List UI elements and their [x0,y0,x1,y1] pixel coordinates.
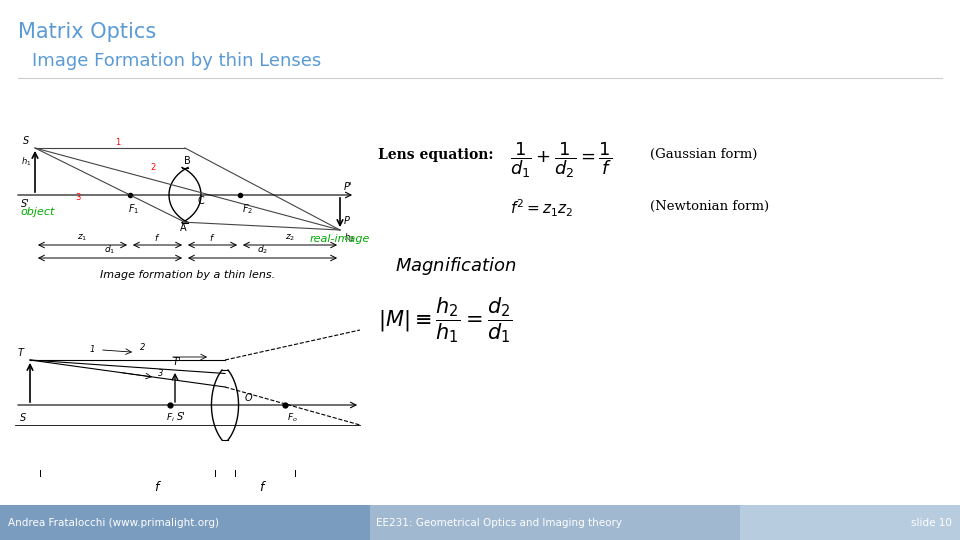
Text: Image formation by a thin lens.: Image formation by a thin lens. [100,270,276,280]
Bar [740,505,960,540]
Text: A: A [180,223,186,233]
Bar [370,505,740,540]
Text: $z_1$: $z_1$ [78,233,87,243]
Text: P: P [344,216,349,226]
Text: S: S [20,413,26,423]
Text: 2: 2 [150,163,156,172]
Text: $\dfrac{1}{d_1}+\dfrac{1}{d_2}=\dfrac{1}{f}$: $\dfrac{1}{d_1}+\dfrac{1}{d_2}=\dfrac{1}… [510,140,612,180]
Text: $f^2=z_1 z_2$: $f^2=z_1 z_2$ [510,198,573,219]
Text: $\it{Magnification}$: $\it{Magnification}$ [395,255,516,277]
Text: $f$: $f$ [154,480,161,494]
Text: 1: 1 [90,345,95,354]
Text: $f$: $f$ [209,232,216,243]
Text: Image Formation by thin Lenses: Image Formation by thin Lenses [32,52,322,70]
Text: Andrea Fratalocchi (www.primalight.org): Andrea Fratalocchi (www.primalight.org) [8,517,219,528]
Text: 2: 2 [140,343,145,352]
Text: S: S [23,136,29,146]
Text: $h_1$: $h_1$ [21,156,32,168]
Text: $h_2$: $h_2$ [344,232,354,245]
Text: P': P' [344,182,352,192]
Text: Matrix Optics: Matrix Optics [18,22,156,42]
Text: T': T' [173,357,181,367]
Text: object: object [20,207,55,217]
Text: O: O [245,393,252,403]
Text: (Newtonian form): (Newtonian form) [650,200,769,213]
Text: $d_2$: $d_2$ [257,244,268,256]
Text: real-image: real-image [310,234,371,244]
Text: $d_1$: $d_1$ [105,244,115,256]
Text: B: B [183,156,190,166]
Text: $F_i$: $F_i$ [166,412,175,424]
Text: EE231: Geometrical Optics and Imaging theory: EE231: Geometrical Optics and Imaging th… [376,517,622,528]
Text: 1: 1 [115,138,120,147]
Text: Lens equation:: Lens equation: [378,148,493,162]
Text: S': S' [21,199,30,209]
Text: 3: 3 [75,193,81,202]
Text: 3: 3 [158,369,163,377]
Text: (Gaussian form): (Gaussian form) [650,148,757,161]
Text: $F_2$: $F_2$ [242,202,253,216]
Text: $f$: $f$ [155,232,160,243]
Text: $F_1$: $F_1$ [128,202,139,216]
Text: T: T [18,348,24,358]
Text: $f$: $f$ [258,480,267,494]
Text: $|M|\equiv\dfrac{h_2}{h_1}=\dfrac{d_2}{d_1}$: $|M|\equiv\dfrac{h_2}{h_1}=\dfrac{d_2}{d… [378,295,513,345]
Text: $z_2$: $z_2$ [285,233,295,243]
Text: C: C [197,196,204,206]
Bar [0,505,370,540]
Text: slide 10: slide 10 [911,517,952,528]
Text: $F_o$: $F_o$ [287,412,298,424]
Text: S': S' [177,412,186,422]
